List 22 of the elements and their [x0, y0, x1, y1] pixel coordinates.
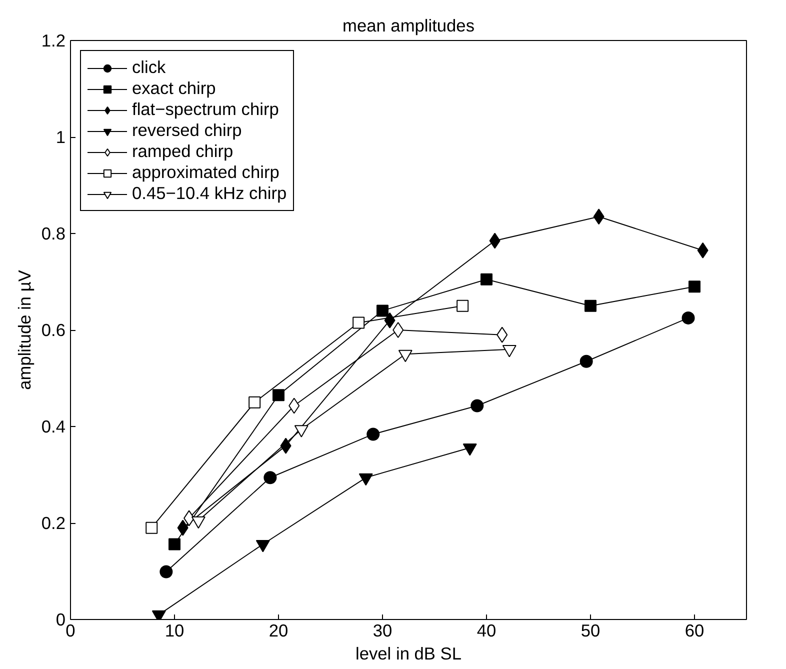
x-tick-label: 60: [684, 620, 704, 640]
y-tick-label: 0.8: [41, 224, 66, 244]
legend-label: click: [132, 57, 166, 78]
y-tick-label: 1: [56, 127, 66, 147]
chart-title: mean amplitudes: [342, 16, 475, 36]
y-tick-label: 0.6: [41, 320, 66, 340]
x-tick-label: 20: [268, 620, 288, 640]
legend-label: exact chirp: [132, 78, 216, 99]
legend-label: ramped chirp: [132, 141, 234, 162]
y-tick-label: 0.2: [41, 513, 66, 533]
y-tick-label: 0.4: [41, 416, 66, 436]
y-axis-title: amplitude in µV: [14, 270, 34, 390]
legend-label: approximated chirp: [132, 162, 280, 183]
x-tick-label: 40: [476, 620, 496, 640]
x-tick-label: 30: [372, 620, 392, 640]
x-tick-label: 50: [580, 620, 600, 640]
legend-label: reversed chirp: [132, 120, 242, 141]
x-axis-title: level in dB SL: [356, 644, 462, 664]
y-tick-label: 1.2: [41, 30, 66, 50]
legend-label: flat−spectrum chirp: [132, 99, 279, 120]
x-tick-label: 10: [164, 620, 184, 640]
legend-label: 0.45−10.4 kHz chirp: [132, 183, 287, 204]
